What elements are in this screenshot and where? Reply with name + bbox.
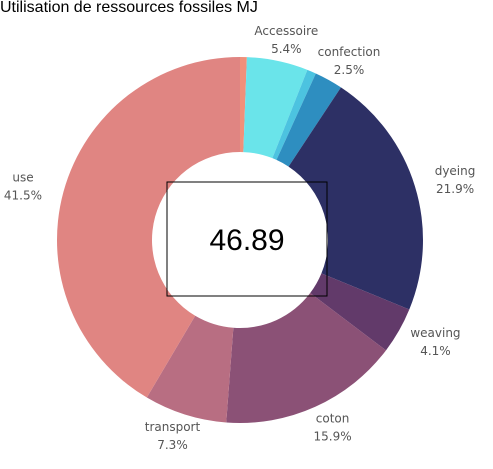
slice-label: dyeing — [435, 164, 476, 178]
center-value: 46.89 — [209, 224, 284, 257]
slice — [288, 87, 423, 310]
slices — [57, 57, 423, 423]
slice-value-label: 2.5% — [334, 63, 365, 77]
slice-value-label: 15.9% — [314, 429, 352, 443]
slice-label: transport — [145, 420, 201, 434]
slice — [146, 315, 234, 423]
slice — [57, 57, 240, 398]
slice-value-label: 4.1% — [420, 344, 451, 358]
slice — [276, 73, 341, 167]
slice-value-label: 5.4% — [271, 42, 302, 56]
center-box — [166, 181, 328, 297]
slice-label: coton — [316, 411, 350, 425]
slice-value-label: 21.9% — [436, 182, 474, 196]
slice — [243, 57, 308, 159]
slice-label: weaving — [410, 326, 460, 340]
slice — [226, 293, 386, 423]
slice-label: Accessoire — [254, 24, 318, 38]
slice-label: use — [12, 170, 33, 184]
slice — [272, 69, 316, 160]
slice — [310, 273, 410, 351]
slice-value-label: 7.3% — [157, 438, 188, 452]
slice-value-label: 41.5% — [4, 188, 42, 202]
slice-label: confection — [318, 45, 381, 59]
slice — [240, 57, 247, 153]
chart-title: Utilisation de ressources fossiles MJ — [0, 0, 258, 16]
